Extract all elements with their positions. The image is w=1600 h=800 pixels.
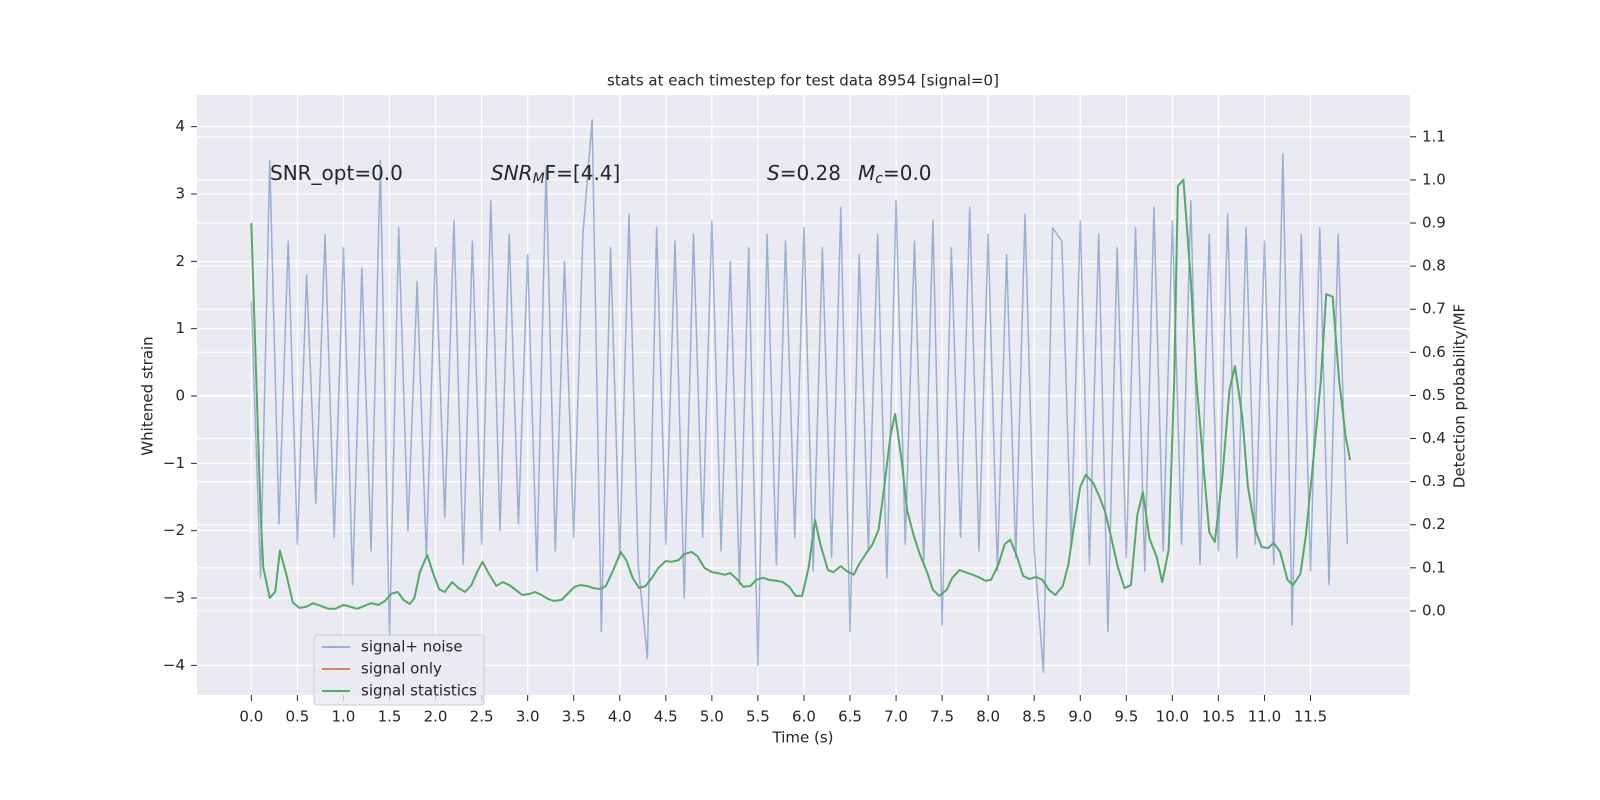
y2-tick-label: 1.1: [1422, 127, 1446, 145]
annotation: Mc=0.0: [858, 161, 932, 188]
y2-tick-label: 0.0: [1422, 601, 1446, 619]
y-tick-label: 3: [175, 184, 185, 202]
x-tick-label: 5.5: [746, 708, 770, 726]
y2-tick-label: 0.8: [1422, 257, 1446, 275]
x-tick-label: 9.0: [1068, 708, 1092, 726]
annotation-part: c: [875, 171, 883, 187]
x-tick-label: 3.0: [516, 708, 540, 726]
x-tick-label: 7.5: [930, 708, 954, 726]
x-tick-label: 3.5: [562, 708, 586, 726]
y-tick-label: −4: [163, 656, 185, 674]
chart-title: stats at each timestep for test data 895…: [607, 72, 999, 90]
grid: [191, 95, 1416, 701]
annotation-part: =0.28: [780, 161, 841, 185]
x-tick-label: 5.0: [700, 708, 724, 726]
y2-axis-label: Detection probability/MF: [1451, 304, 1469, 488]
annotation-part: S: [767, 161, 780, 185]
y-tick-label: 2: [175, 252, 185, 270]
x-tick-label: 10.5: [1202, 708, 1235, 726]
x-tick-label: 7.0: [884, 708, 908, 726]
x-axis-label: Time (s): [772, 729, 834, 747]
x-tick-label: 11.0: [1248, 708, 1281, 726]
annotation-part: M: [533, 171, 545, 187]
labels: 0.0 0.5 1.0 1.5 2.0 2.5 3.0 3.5 4.0 4.5 5.0 5.5 6.0 6…: [163, 117, 1446, 725]
annotation: S=0.28: [767, 161, 841, 185]
y-tick-label: 4: [175, 117, 185, 135]
marks: [250, 119, 1352, 673]
x-tick-label: 4.0: [608, 708, 632, 726]
annotation: SNR_opt=0.0: [270, 161, 403, 185]
y2-tick-label: 0.3: [1422, 472, 1446, 490]
annotation: SNRMF=[4.4]: [491, 161, 620, 188]
y-tick-label: −3: [163, 589, 185, 607]
y-tick-label: 1: [175, 319, 185, 337]
y2-tick-label: 0.6: [1422, 343, 1446, 361]
x-tick-label: 2.0: [424, 708, 448, 726]
x-tick-label: 8.0: [976, 708, 1000, 726]
legend: signal+ noise signal only signal statistic…: [313, 634, 485, 706]
x-tick-label: 8.5: [1022, 708, 1046, 726]
x-tick-label: 9.5: [1114, 708, 1138, 726]
annotation-part: SNR: [491, 161, 533, 185]
y2-tick-label: 0.9: [1422, 214, 1446, 232]
y2-tick-label: 0.2: [1422, 515, 1446, 533]
y2-tick-label: 1.0: [1422, 170, 1446, 188]
y-tick-label: −2: [163, 521, 185, 539]
y-axis-label: Whitened strain: [139, 336, 157, 455]
series-line: [250, 178, 1352, 610]
x-tick-label: 6.5: [838, 708, 862, 726]
y2-tick-label: 0.5: [1422, 386, 1446, 404]
x-tick-label: 11.5: [1294, 708, 1327, 726]
legend-label: signal statistics: [361, 682, 477, 700]
x-tick-label: 1.5: [378, 708, 402, 726]
series-line: [250, 119, 1349, 673]
y2-tick-label: 0.7: [1422, 300, 1446, 318]
annotation-part: =0.0: [883, 161, 932, 185]
annotation-part: F=[4.4]: [545, 161, 621, 185]
y-tick-label: 0: [175, 387, 185, 405]
y2-tick-label: 0.4: [1422, 429, 1446, 447]
x-tick-label: 0.5: [285, 708, 309, 726]
x-tick-label: 2.5: [470, 708, 494, 726]
legend-label: signal only: [361, 660, 442, 678]
x-tick-label: 4.5: [654, 708, 678, 726]
legend-label: signal+ noise: [361, 638, 463, 656]
annotation-part: SNR_opt=0.0: [270, 161, 403, 185]
x-tick-label: 6.0: [792, 708, 816, 726]
legend-box: [313, 634, 485, 706]
x-tick-label: 0.0: [239, 708, 263, 726]
annotation-part: M: [858, 161, 875, 185]
x-tick-label: 10.0: [1156, 708, 1189, 726]
y2-tick-label: 0.1: [1422, 558, 1446, 576]
x-tick-label: 1.0: [332, 708, 356, 726]
y-tick-label: −1: [163, 454, 185, 472]
